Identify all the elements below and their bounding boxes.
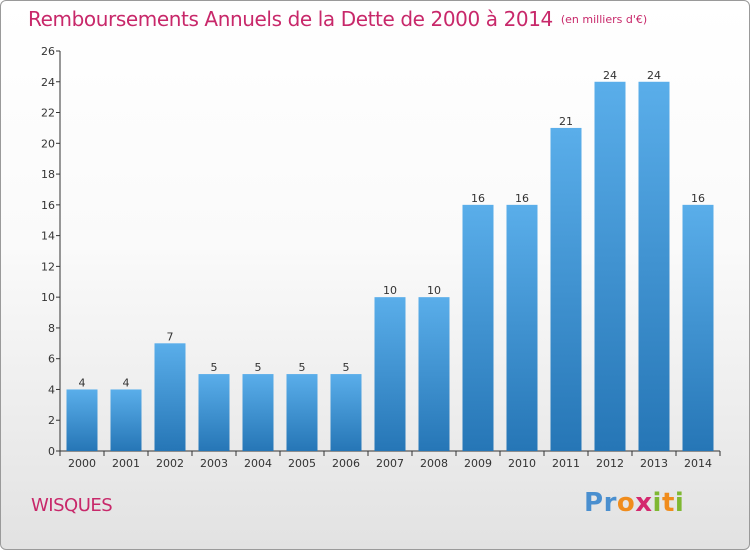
x-tick-label: 2009 [464,457,492,470]
bar-value-label: 7 [167,330,174,343]
y-tick-label: 24 [41,76,55,89]
bar [638,81,670,452]
x-tick-label: 2000 [68,457,96,470]
bar [66,389,98,451]
logo-letter: t [661,488,675,518]
y-tick-label: 16 [41,199,55,212]
bar-value-label: 4 [123,376,130,389]
x-tick-label: 2004 [244,457,272,470]
bar [594,81,626,452]
bar [198,374,230,451]
proxiti-logo: Proxiti [584,488,684,518]
bar-value-label: 5 [255,361,262,374]
logo-letter: P [584,488,604,518]
bar-value-label: 5 [343,361,350,374]
bar-value-label: 21 [559,115,573,128]
y-tick-label: 0 [48,445,55,458]
y-tick-label: 26 [41,45,55,58]
bar [418,297,450,451]
bar-value-label: 16 [515,192,529,205]
bar [330,374,362,451]
bar-value-label: 10 [383,284,397,297]
bar [682,204,714,451]
bar-value-label: 16 [471,192,485,205]
x-tick-label: 2007 [376,457,404,470]
bar-value-label: 5 [299,361,306,374]
x-tick-label: 2001 [112,457,140,470]
bar-value-label: 24 [647,69,661,82]
x-tick-label: 2006 [332,457,360,470]
y-tick-label: 18 [41,168,55,181]
y-tick-label: 22 [41,107,55,120]
bar-value-label: 5 [211,361,218,374]
x-tick-label: 2010 [508,457,536,470]
bar [154,343,186,451]
bar-value-label: 16 [691,192,705,205]
chart-subtitle: (en milliers d'€) [560,13,648,26]
y-tick-label: 8 [48,322,55,335]
place-name: WISQUES [31,495,113,516]
bar [374,297,406,451]
y-tick-label: 12 [41,260,55,273]
y-tick-label: 4 [48,383,55,396]
x-tick-label: 2002 [156,457,184,470]
x-tick-label: 2005 [288,457,316,470]
bar-value-label: 4 [79,376,86,389]
bar-value-label: 10 [427,284,441,297]
bar [506,204,538,451]
logo-letter: i [674,488,685,518]
bar [286,374,318,451]
x-tick-label: 2003 [200,457,228,470]
chart-title: Remboursements Annuels de la Dette de 20… [28,7,647,31]
x-tick-label: 2012 [596,457,624,470]
bar [242,374,274,451]
logo-letter: r [603,488,617,518]
y-tick-label: 20 [41,137,55,150]
chart-title-text: Remboursements Annuels de la Dette de 20… [28,7,553,31]
y-tick-label: 6 [48,353,55,366]
bar-value-label: 24 [603,69,617,82]
logo-letter: o [616,488,636,518]
bar [550,127,582,451]
y-tick-label: 2 [48,414,55,427]
logo-letter: x [635,488,653,518]
x-tick-label: 2013 [640,457,668,470]
logo-letter: i [652,488,662,518]
x-tick-label: 2011 [552,457,580,470]
y-tick-label: 14 [41,230,55,243]
x-tick-label: 2008 [420,457,448,470]
bar [110,389,142,451]
bar [462,204,494,451]
x-tick-label: 2014 [684,457,712,470]
y-tick-label: 10 [41,291,55,304]
